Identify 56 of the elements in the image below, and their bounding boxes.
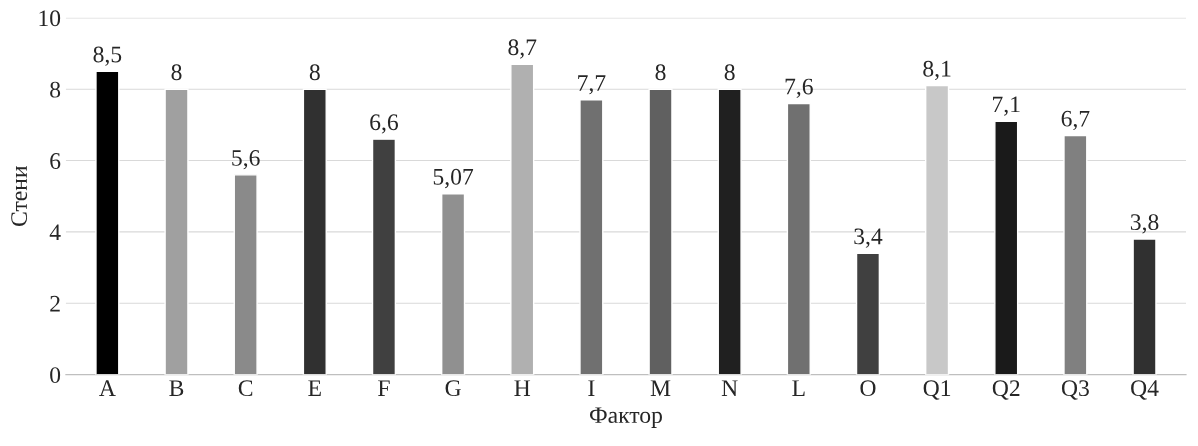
x-tick-label: O [860, 380, 876, 397]
y-tick-label: 0 [50, 367, 61, 384]
x-tick-label: A [99, 380, 116, 396]
bar [440, 193, 466, 375]
x-tick-label: Q3 [1061, 380, 1089, 400]
x-tick-label: H [514, 380, 531, 396]
x-tick-label: L [792, 380, 805, 396]
x-tick-label: Q1 [923, 380, 951, 400]
x-tick-label: F [378, 380, 390, 396]
data-label: 7,7 [578, 75, 606, 95]
bar [717, 88, 742, 375]
bar [994, 120, 1019, 375]
data-label: 6,6 [370, 114, 398, 134]
data-label: 3,4 [854, 228, 883, 248]
bar [924, 84, 950, 375]
bar [164, 88, 189, 375]
y-tick-label: 8 [50, 81, 61, 98]
x-tick-label: C [238, 380, 253, 397]
data-label: 8,1 [923, 60, 951, 81]
bar [1132, 238, 1157, 375]
bar [371, 138, 397, 375]
data-label: 8,7 [508, 39, 537, 59]
x-axis-title: Фактор [589, 407, 662, 428]
x-tick-label: I [588, 380, 595, 396]
data-label: 6,7 [1061, 110, 1090, 131]
bar [579, 99, 604, 375]
y-tick-label: 2 [50, 295, 60, 312]
bar [95, 70, 120, 375]
bar [510, 63, 535, 375]
y-tick-label: 4 [49, 224, 61, 241]
bar [233, 174, 258, 375]
y-axis-title: Стени [11, 166, 28, 227]
x-tick-label: N [721, 380, 738, 396]
x-tick-label: Q2 [992, 380, 1020, 400]
bar [1063, 134, 1088, 375]
bar [648, 88, 673, 375]
y-tick-label: 6 [50, 153, 61, 169]
data-label: 7,1 [993, 96, 1020, 116]
data-label: 8 [171, 64, 182, 81]
x-tick-label: M [650, 380, 671, 396]
data-label: 8 [655, 64, 666, 81]
data-label: 8,5 [93, 46, 122, 66]
x-tick-label: E [308, 380, 321, 396]
data-label: 5,6 [232, 150, 260, 170]
data-label: 3,8 [1130, 214, 1159, 234]
bar [786, 102, 811, 375]
bar [302, 88, 327, 375]
data-label: 8 [309, 64, 320, 81]
x-tick-label: Q4 [1131, 380, 1159, 400]
x-tick-label: B [169, 380, 184, 396]
bar [855, 252, 881, 375]
y-tick-label: 10 [39, 10, 61, 27]
x-tick-label: G [445, 380, 461, 397]
data-label: 7,6 [785, 78, 813, 98]
data-label: 5,07 [433, 168, 474, 189]
data-label: 8 [724, 64, 735, 81]
